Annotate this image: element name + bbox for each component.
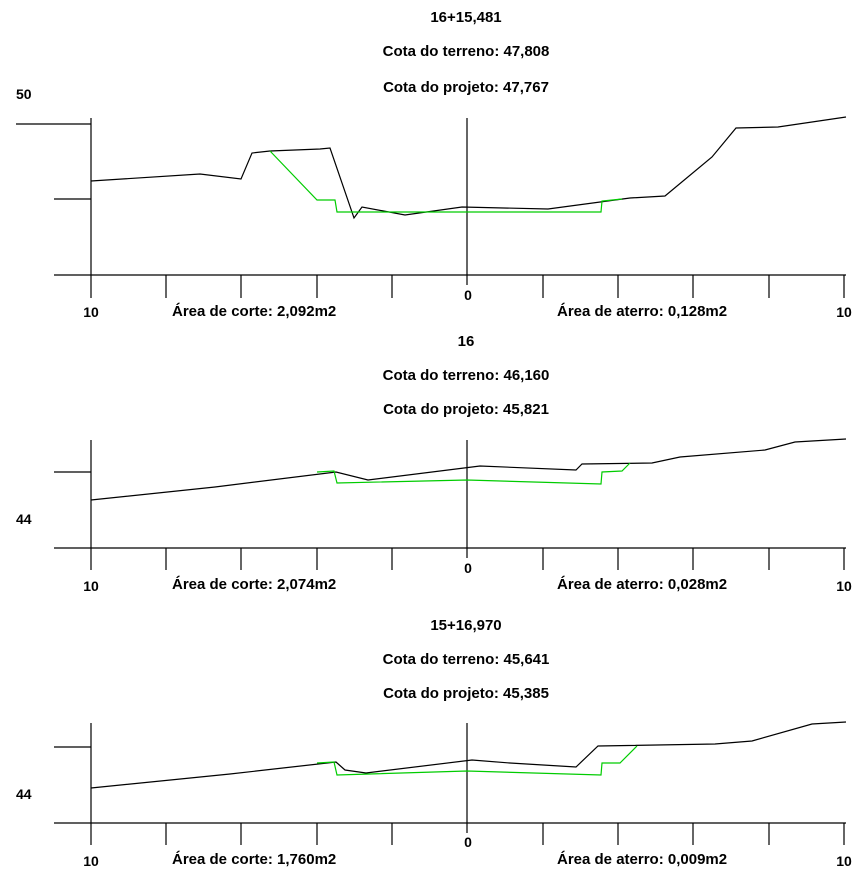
left-offset-label: 10	[83, 853, 99, 869]
center-offset-label: 0	[464, 560, 472, 576]
fill-area-label: Área de aterro: 0,128m2	[557, 303, 727, 320]
center-offset-label: 0	[464, 834, 472, 850]
axis-ticks	[165, 548, 845, 570]
elevation-scale-label: 50	[16, 86, 32, 102]
axis-ticks	[165, 275, 845, 298]
cross-section-1: 16+15,481 Cota do terreno: 47,808 Cota d…	[16, 9, 852, 320]
terrain-profile	[90, 438, 847, 501]
terrain-profile	[90, 721, 847, 789]
cut-area-label: Área de corte: 1,760m2	[172, 851, 336, 868]
cross-section-2: 16 Cota do terreno: 46,160 Cota do proje…	[16, 333, 852, 594]
cut-area-label: Área de corte: 2,092m2	[172, 303, 336, 320]
station-label: 15+16,970	[430, 617, 501, 634]
left-offset-label: 10	[83, 578, 99, 594]
fill-area-label: Área de aterro: 0,009m2	[557, 851, 727, 868]
cut-area-label: Área de corte: 2,074m2	[172, 576, 336, 593]
right-offset-label: 10	[836, 304, 852, 320]
project-elevation-label: Cota do projeto: 45,821	[383, 401, 549, 418]
project-profile	[269, 150, 623, 213]
project-profile	[316, 462, 631, 485]
elevation-scale-label: 44	[16, 786, 32, 802]
axis-ticks	[165, 823, 845, 845]
right-offset-label: 10	[836, 853, 852, 869]
terrain-elevation-label: Cota do terreno: 45,641	[383, 651, 550, 668]
elevation-scale-label: 44	[16, 511, 32, 527]
fill-area-label: Área de aterro: 0,028m2	[557, 576, 727, 593]
right-offset-label: 10	[836, 578, 852, 594]
center-offset-label: 0	[464, 287, 472, 303]
project-profile	[316, 745, 638, 776]
station-label: 16	[458, 333, 475, 350]
project-elevation-label: Cota do projeto: 45,385	[383, 685, 549, 702]
cross-section-3: 15+16,970 Cota do terreno: 45,641 Cota d…	[16, 617, 852, 869]
terrain-elevation-label: Cota do terreno: 47,808	[383, 43, 550, 60]
project-elevation-label: Cota do projeto: 47,767	[383, 79, 549, 96]
terrain-elevation-label: Cota do terreno: 46,160	[383, 367, 550, 384]
left-offset-label: 10	[83, 304, 99, 320]
terrain-profile	[90, 116, 847, 220]
station-label: 16+15,481	[430, 9, 501, 26]
